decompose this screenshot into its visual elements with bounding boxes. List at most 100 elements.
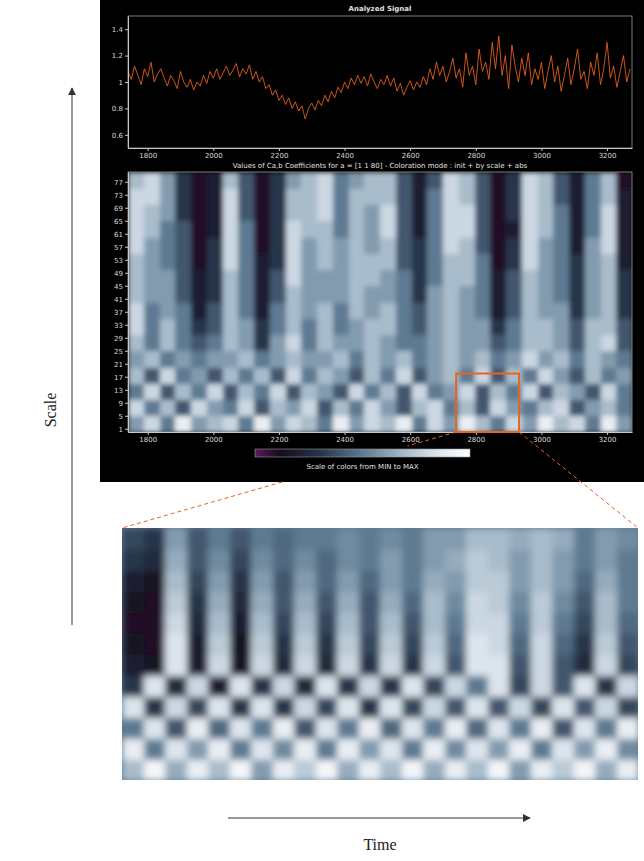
- heatmap-cell: [552, 654, 574, 676]
- heatmap-cell: [251, 738, 273, 760]
- heatmap-cell: [538, 221, 554, 238]
- heatmap-cell: [569, 270, 585, 287]
- heatmap-cell: [488, 696, 510, 718]
- heatmap-cell: [506, 318, 522, 335]
- heatmap-cell: [617, 633, 639, 655]
- heatmap-cell: [273, 759, 295, 780]
- tick-label: 2000: [205, 152, 223, 160]
- heatmap-cell: [349, 351, 365, 368]
- heatmap-cell: [569, 335, 585, 352]
- zoom-connectors: [122, 432, 638, 528]
- heatmap-cell: [601, 172, 617, 189]
- heatmap-cell: [466, 591, 488, 613]
- heatmap-cell: [552, 717, 574, 739]
- heatmap-cell: [522, 205, 538, 222]
- tick-mark: [125, 208, 128, 209]
- heatmap-cell: [122, 717, 144, 739]
- tick: 1800: [139, 148, 157, 160]
- plot-frame: [128, 172, 632, 432]
- tick: 17: [114, 373, 128, 381]
- heatmap-cell: [538, 270, 554, 287]
- heatmap-cell: [427, 383, 443, 400]
- tick-label: 3000: [533, 436, 551, 444]
- heatmap-cell: [396, 302, 412, 319]
- tick: 3000: [533, 432, 551, 444]
- heatmap-cell: [412, 416, 428, 432]
- heatmap-cell: [490, 188, 506, 205]
- heatmap-cell: [191, 302, 207, 319]
- tick-label: 33: [114, 321, 123, 329]
- heatmap-cell: [445, 549, 467, 571]
- tick-mark: [125, 286, 128, 287]
- tick-label: 41: [114, 295, 123, 303]
- heatmap-cell: [349, 221, 365, 238]
- heatmap-cell: [223, 318, 239, 335]
- heatmap-cell: [238, 400, 254, 417]
- heatmap-cell: [254, 172, 270, 189]
- heatmap-cell: [412, 172, 428, 189]
- axis-line: [128, 17, 129, 149]
- heatmap-cell: [538, 237, 554, 254]
- heatmap-cell: [617, 528, 639, 550]
- heatmap-cell: [616, 302, 632, 319]
- heatmap-cell: [316, 528, 338, 550]
- heatmap-cell: [238, 221, 254, 238]
- heatmap-cell: [316, 549, 338, 571]
- heatmap-cell: [490, 335, 506, 352]
- heatmap-cell: [160, 237, 176, 254]
- heatmap-cell: [427, 400, 443, 417]
- heatmap-cell: [128, 205, 144, 222]
- heatmap-cell: [359, 591, 381, 613]
- heatmap-cell: [187, 528, 209, 550]
- tick-mark: [148, 432, 149, 435]
- heatmap-cell: [595, 654, 617, 676]
- heatmap-cell: [475, 416, 491, 432]
- zoom-connector: [122, 482, 282, 528]
- heatmap-cell: [490, 302, 506, 319]
- heatmap-cell: [506, 335, 522, 352]
- heatmap-cell: [359, 696, 381, 718]
- tick-label: 5: [119, 412, 123, 420]
- heatmap-cell: [160, 286, 176, 303]
- heatmap-cell: [128, 383, 144, 400]
- heatmap-cell: [466, 696, 488, 718]
- axis-line: [128, 173, 129, 433]
- heatmap-cell: [122, 654, 144, 676]
- heatmap-cell: [459, 270, 475, 287]
- heatmap-cell: [165, 759, 187, 780]
- heatmap-cell: [595, 528, 617, 550]
- heatmap-cell: [144, 759, 166, 780]
- heatmap-cell: [509, 528, 531, 550]
- heatmap-cell: [251, 570, 273, 592]
- heatmap-cell: [359, 759, 381, 780]
- figure: 180020002200240026002800300032000.60.811…: [0, 0, 644, 861]
- heatmap-cell: [475, 188, 491, 205]
- heatmap-cell: [569, 400, 585, 417]
- heatmap-cell: [601, 237, 617, 254]
- heatmap-cell: [254, 302, 270, 319]
- heatmap-cell: [251, 528, 273, 550]
- heatmap-cell: [187, 717, 209, 739]
- heatmap-cell: [538, 335, 554, 352]
- tick: 2800: [467, 432, 485, 444]
- heatmap-cell: [238, 270, 254, 287]
- tick: 0.8: [112, 105, 128, 113]
- heatmap-cell: [337, 654, 359, 676]
- heatmap-cell: [223, 205, 239, 222]
- tick-label: 2800: [467, 436, 485, 444]
- heatmap-cell: [531, 696, 553, 718]
- heatmap-cell: [475, 383, 491, 400]
- heatmap-cell: [490, 383, 506, 400]
- tick-mark: [125, 29, 128, 30]
- heatmap-cell: [208, 696, 230, 718]
- heatmap-cell: [251, 696, 273, 718]
- heatmap-cell: [316, 738, 338, 760]
- heatmap-cell: [144, 591, 166, 613]
- heatmap-cell: [402, 738, 424, 760]
- heatmap-cell: [230, 717, 252, 739]
- heatmap-cell: [396, 172, 412, 189]
- heatmap-cell: [538, 383, 554, 400]
- heatmap-cell: [165, 654, 187, 676]
- heatmap-cell: [301, 318, 317, 335]
- heatmap-cell: [187, 612, 209, 634]
